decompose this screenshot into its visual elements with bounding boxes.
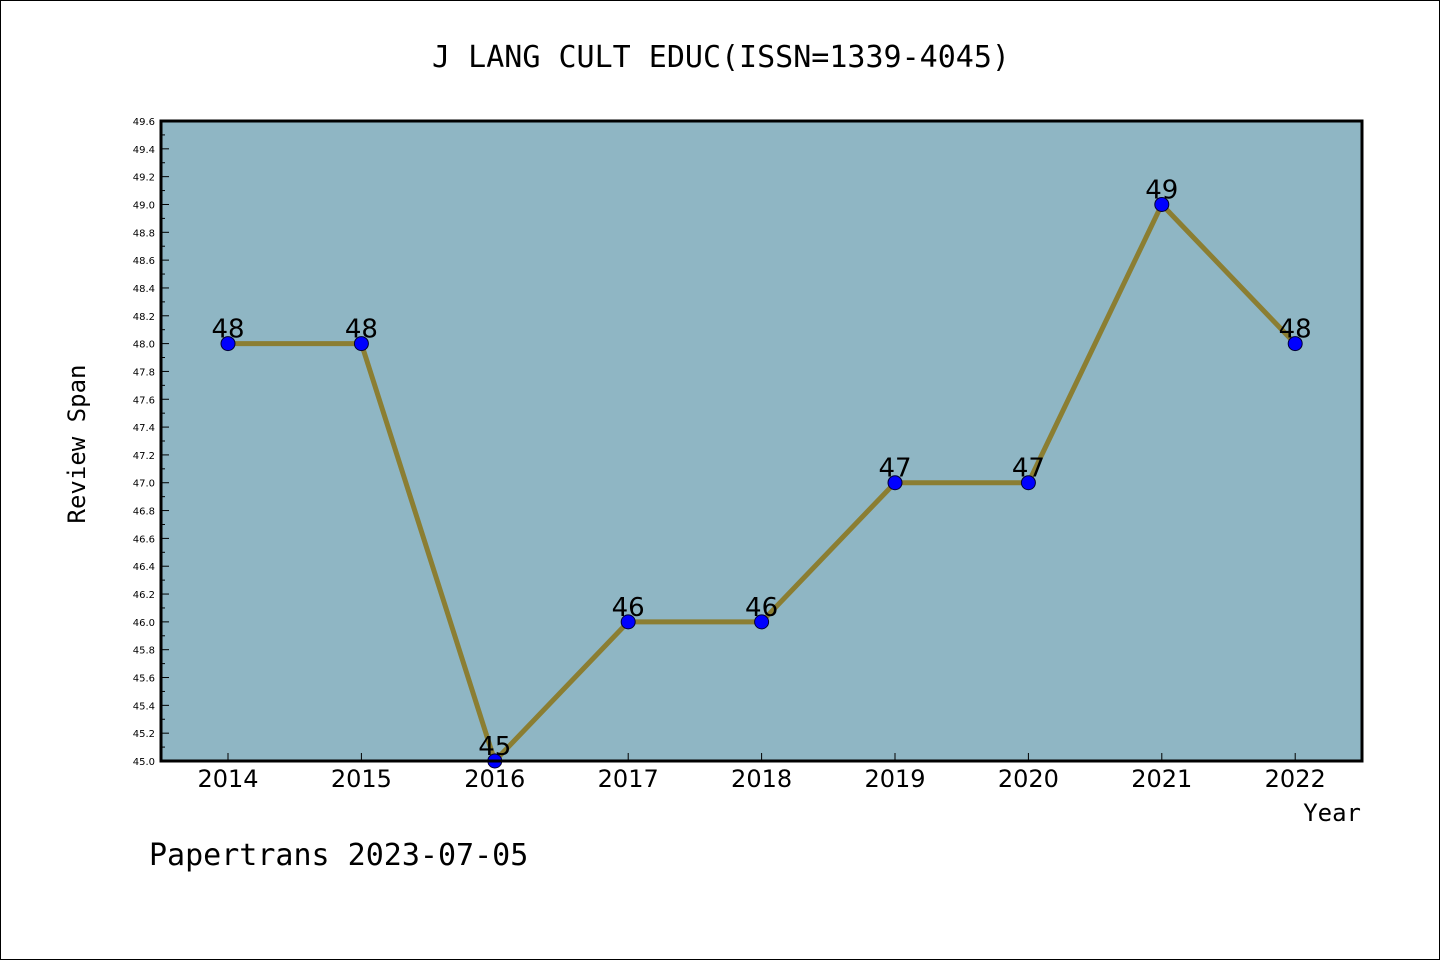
data-point — [620, 614, 636, 630]
x-tick-label: 2015 — [331, 765, 392, 793]
y-tick-label: 49.6 — [133, 117, 155, 128]
y-tick-label: 48.0 — [133, 340, 155, 351]
y-tick-label: 45.2 — [133, 729, 155, 740]
plot-border — [159, 119, 1364, 763]
data-label: 47 — [1012, 454, 1045, 484]
y-axis-ticks: 45.0 45.2 45.4 45.6 45.8 46.0 46.2 46.4 46.6 46.8… — [133, 117, 169, 768]
footer-credit: Papertrans 2023-07-05 — [149, 838, 528, 873]
y-tick-label: 45.4 — [133, 701, 155, 712]
data-point — [1154, 196, 1170, 212]
data-label: 47 — [878, 454, 911, 484]
data-label: 46 — [612, 593, 645, 623]
chart-title: J LANG CULT EDUC(ISSN=1339-4045) — [432, 40, 1010, 75]
y-tick-label: 46.6 — [133, 534, 155, 545]
data-point — [1020, 475, 1036, 491]
data-labels: 48 48 45 46 46 47 47 49 48 — [211, 175, 1311, 762]
x-tick-label: 2022 — [1265, 765, 1326, 793]
y-tick-label: 46.4 — [133, 562, 155, 573]
y-tick-label: 48.4 — [133, 284, 155, 295]
data-point — [353, 336, 369, 352]
data-label: 49 — [1145, 175, 1178, 205]
y-tick-label: 49.0 — [133, 200, 155, 211]
x-axis-label: Year — [1303, 799, 1361, 827]
data-point — [1287, 336, 1303, 352]
y-tick-label: 47.2 — [133, 451, 155, 462]
y-tick-label: 48.6 — [133, 256, 155, 267]
y-tick-label: 45.8 — [133, 646, 155, 657]
y-tick-label: 46.0 — [133, 618, 155, 629]
x-tick-label: 2014 — [197, 765, 258, 793]
y-tick-label: 47.4 — [133, 423, 155, 434]
y-tick-label: 45.6 — [133, 674, 155, 685]
y-tick-label: 47.8 — [133, 367, 155, 378]
data-point — [220, 336, 236, 352]
y-tick-label: 46.8 — [133, 507, 155, 518]
data-label: 48 — [211, 315, 244, 345]
y-tick-label: 48.2 — [133, 312, 155, 323]
data-point — [754, 614, 770, 630]
x-tick-label: 2019 — [864, 765, 925, 793]
x-tick-label: 2017 — [598, 765, 659, 793]
y-tick-label: 46.2 — [133, 590, 155, 601]
y-tick-label: 49.4 — [133, 145, 155, 156]
x-tick-label: 2016 — [464, 765, 525, 793]
x-tick-label: 2021 — [1131, 765, 1192, 793]
data-point — [887, 475, 903, 491]
y-tick-label: 45.0 — [133, 757, 155, 768]
data-label: 48 — [1279, 315, 1312, 345]
x-axis-ticks: 2014 2015 2016 2017 2018 2019 2020 2021 2022 — [197, 753, 1326, 793]
y-axis-label: Review Span — [63, 365, 91, 524]
y-tick-label: 47.6 — [133, 395, 155, 406]
data-label: 48 — [345, 315, 378, 345]
y-tick-label: 48.8 — [133, 228, 155, 239]
data-label: 46 — [745, 593, 778, 623]
y-tick-label: 47.0 — [133, 479, 155, 490]
plot-area — [161, 121, 1362, 761]
y-tick-label: 49.2 — [133, 173, 155, 184]
x-tick-label: 2018 — [731, 765, 792, 793]
data-label: 45 — [478, 732, 511, 762]
x-tick-label: 2020 — [998, 765, 1059, 793]
